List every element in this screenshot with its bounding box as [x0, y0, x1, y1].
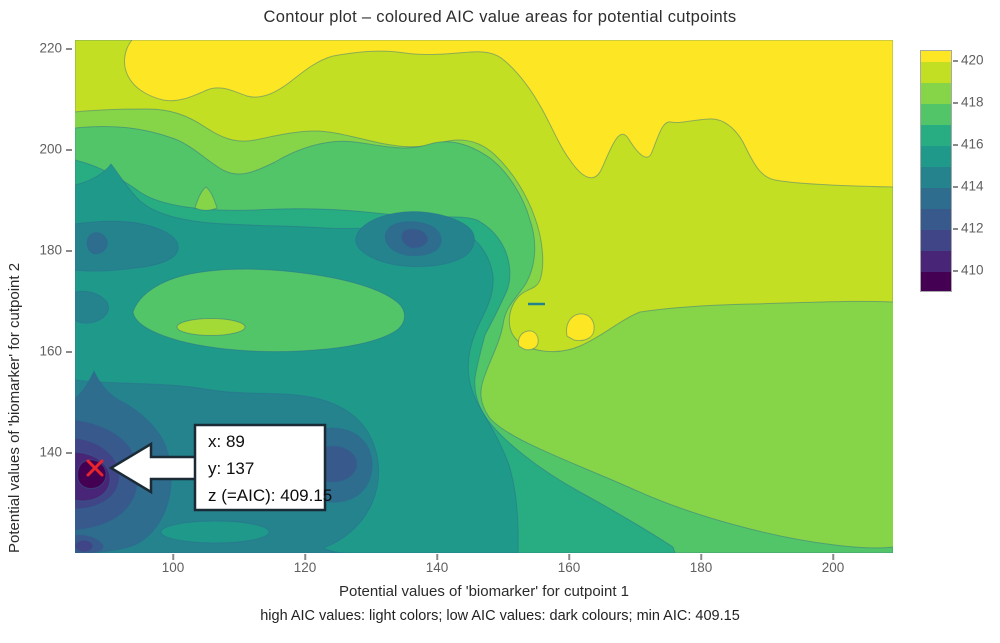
band-420-plus — [124, 40, 893, 188]
x-tick-mark — [832, 554, 834, 560]
annotation-callout: x: 89 y: 137 z (=AIC): 409.15 — [108, 423, 332, 512]
callout-line-2: y: 137 — [208, 459, 254, 478]
colorbar-tick-label: 414 — [961, 178, 984, 194]
y-tick-label: 180 — [39, 242, 62, 258]
x-tick-label: 160 — [557, 560, 581, 575]
x-tick-mark — [568, 554, 570, 560]
y-tick-mark — [66, 452, 72, 454]
callout-line-1: x: 89 — [208, 432, 245, 451]
callout-box — [193, 423, 327, 512]
band-413-414-left-core — [86, 232, 108, 255]
x-tick-mark — [304, 554, 306, 560]
colorbar — [920, 50, 952, 292]
x-tick-label: 180 — [689, 560, 713, 575]
callout-line-3: z (=AIC): 409.15 — [208, 486, 332, 505]
colorbar-tick-mark — [953, 144, 958, 146]
colorbar-tick-mark — [953, 270, 958, 272]
colorbar-tick-label: 410 — [961, 262, 984, 278]
x-tick-mark — [700, 554, 702, 560]
chart-title: Contour plot – coloured AIC value areas … — [263, 8, 737, 26]
colorbar-tick-label: 412 — [961, 220, 984, 236]
y-tick-mark — [66, 149, 72, 151]
band-414-415-edge-blob — [75, 290, 109, 324]
colorbar-tick-mark — [953, 228, 958, 230]
y-axis-label: Potential values of 'biomarker' for cutp… — [6, 262, 23, 553]
colorbar-tick-label: 416 — [961, 136, 984, 152]
y-tick-mark — [66, 250, 72, 252]
band-415-416-bottom-lens — [160, 520, 270, 544]
band-418-419-triangle-lens — [194, 186, 218, 211]
x-tick-label: 120 — [293, 560, 317, 575]
contour-plot[interactable]: x: 89 y: 137 z (=AIC): 409.15 — [75, 40, 893, 553]
y-tick-mark — [66, 48, 72, 50]
figure-caption: high AIC values: light colors; low AIC v… — [260, 608, 740, 624]
y-tick-mark — [66, 351, 72, 353]
band-409-410-min-core — [77, 459, 107, 490]
x-tick-mark — [436, 554, 438, 560]
band-412-413-center-core — [400, 228, 429, 249]
band-411-412-bottom-blob — [75, 539, 94, 553]
x-tick-label: 140 — [425, 560, 449, 575]
x-tick-mark — [172, 554, 174, 560]
colorbar-tick-mark — [953, 60, 958, 62]
y-tick-label: 160 — [39, 343, 62, 359]
min-marker-x — [86, 459, 104, 477]
yellow-spot-1 — [566, 313, 595, 342]
colorbar-tick-label: 420 — [961, 52, 984, 68]
y-tick-label: 220 — [39, 40, 62, 56]
x-tick-label: 200 — [821, 560, 845, 575]
x-axis-label: Potential values of 'biomarker' for cutp… — [338, 583, 630, 600]
colorbar-tick-mark — [953, 186, 958, 188]
y-tick-label: 140 — [39, 444, 62, 460]
colorbar-tick-mark — [953, 102, 958, 104]
yellow-spot-2 — [518, 330, 539, 351]
band-418-419-eye-lens — [176, 318, 246, 336]
colorbar-tick-label: 418 — [961, 94, 984, 110]
x-tick-label: 100 — [161, 560, 185, 575]
y-tick-label: 200 — [39, 141, 62, 157]
